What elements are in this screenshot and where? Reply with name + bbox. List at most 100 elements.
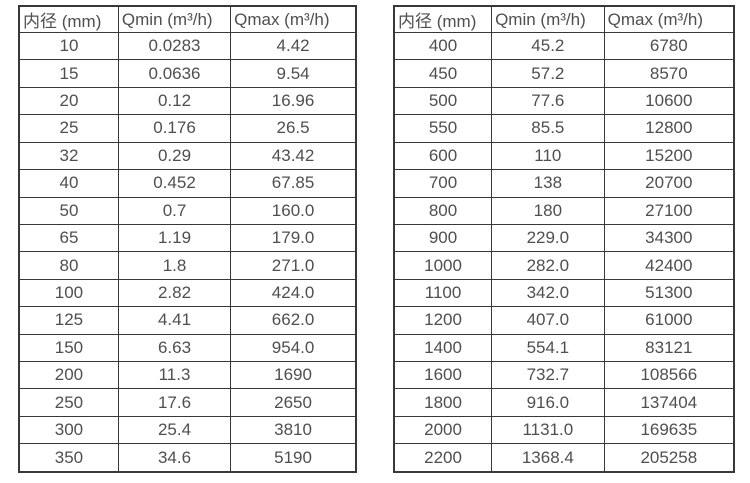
cell-qmin: 85.5 — [491, 114, 605, 143]
cell-diameter: 15 — [18, 59, 119, 88]
cell-qmax: 10600 — [603, 86, 735, 116]
flow-table-right: 内径 (mm) Qmin (m³/h) Qmax (m³/h) 400 45.2… — [393, 5, 735, 473]
table-row: 1800 916.0 137404 — [393, 388, 735, 417]
cell-qmin: 1.19 — [117, 223, 232, 253]
cell-diameter: 1800 — [393, 388, 493, 417]
cell-diameter: 250 — [18, 388, 119, 417]
table-row: 25 0.176 26.5 — [18, 114, 357, 143]
table-row: 2200 1368.4 205258 — [393, 443, 735, 473]
cell-qmax: 12800 — [603, 114, 735, 143]
cell-diameter: 200 — [18, 361, 119, 390]
cell-diameter: 400 — [393, 31, 493, 61]
cell-diameter: 600 — [393, 141, 493, 171]
cell-qmax: 5190 — [230, 443, 357, 473]
table-row: 1000 282.0 42400 — [393, 251, 735, 280]
table-row: 800 180 27100 — [393, 196, 735, 225]
cell-diameter: 25 — [18, 114, 119, 143]
cell-qmax: 205258 — [603, 443, 735, 473]
cell-qmax: 179.0 — [230, 223, 357, 253]
cell-qmax: 2650 — [230, 388, 357, 417]
cell-diameter: 80 — [18, 251, 119, 280]
cell-qmax: 160.0 — [230, 196, 357, 225]
cell-qmax: 20700 — [603, 169, 735, 198]
cell-diameter: 450 — [393, 59, 493, 88]
cell-qmax: 6780 — [603, 31, 735, 61]
table-row: 200 11.3 1690 — [18, 361, 357, 390]
header-row: 内径 (mm) Qmin (m³/h) Qmax (m³/h) — [18, 5, 357, 33]
cell-diameter: 2000 — [393, 415, 493, 445]
cell-diameter: 32 — [18, 141, 119, 171]
cell-qmax: 4.42 — [230, 31, 357, 61]
cell-diameter: 100 — [18, 278, 119, 308]
cell-diameter: 2200 — [393, 443, 493, 473]
cell-diameter: 500 — [393, 86, 493, 116]
cell-diameter: 65 — [18, 223, 119, 253]
cell-qmin: 0.29 — [117, 141, 232, 171]
cell-diameter: 1600 — [393, 361, 493, 390]
table-row: 100 2.82 424.0 — [18, 278, 357, 308]
cell-qmin: 17.6 — [117, 388, 232, 417]
table-row: 1200 407.0 61000 — [393, 306, 735, 335]
cell-qmax: 424.0 — [230, 278, 357, 308]
cell-qmax: 8570 — [603, 59, 735, 88]
cell-qmin: 342.0 — [491, 278, 605, 308]
table-row: 250 17.6 2650 — [18, 388, 357, 417]
header-row: 内径 (mm) Qmin (m³/h) Qmax (m³/h) — [393, 5, 735, 33]
cell-qmin: 110 — [491, 141, 605, 171]
cell-qmin: 282.0 — [491, 251, 605, 280]
cell-qmax: 662.0 — [230, 306, 357, 335]
cell-qmax: 83121 — [603, 333, 735, 363]
cell-diameter: 50 — [18, 196, 119, 225]
table-row: 300 25.4 3810 — [18, 415, 357, 445]
table-row: 10 0.0283 4.42 — [18, 31, 357, 61]
table-row: 600 110 15200 — [393, 141, 735, 171]
cell-qmin: 138 — [491, 169, 605, 198]
table-row: 450 57.2 8570 — [393, 59, 735, 88]
cell-qmax: 51300 — [603, 278, 735, 308]
flow-table-small-diameters: 内径 (mm) Qmin (m³/h) Qmax (m³/h) 10 0.028… — [18, 5, 357, 473]
cell-qmax: 34300 — [603, 223, 735, 253]
cell-diameter: 10 — [18, 31, 119, 61]
cell-qmin: 0.7 — [117, 196, 232, 225]
cell-qmin: 1368.4 — [491, 443, 605, 473]
cell-qmin: 0.176 — [117, 114, 232, 143]
table-row: 1100 342.0 51300 — [393, 278, 735, 308]
cell-qmax: 61000 — [603, 306, 735, 335]
table-row: 500 77.6 10600 — [393, 86, 735, 116]
cell-qmax: 169635 — [603, 415, 735, 445]
cell-qmin: 180 — [491, 196, 605, 225]
cell-qmax: 26.5 — [230, 114, 357, 143]
cell-qmax: 271.0 — [230, 251, 357, 280]
table-row: 20 0.12 16.96 — [18, 86, 357, 116]
cell-diameter: 150 — [18, 333, 119, 363]
table-row: 80 1.8 271.0 — [18, 251, 357, 280]
column-header-diameter: 内径 (mm) — [18, 5, 119, 33]
cell-qmin: 4.41 — [117, 306, 232, 335]
column-header-qmax: Qmax (m³/h) — [230, 5, 357, 33]
cell-qmax: 954.0 — [230, 333, 357, 363]
table-row: 15 0.0636 9.54 — [18, 59, 357, 88]
cell-qmin: 25.4 — [117, 415, 232, 445]
cell-diameter: 20 — [18, 86, 119, 116]
column-header-qmax: Qmax (m³/h) — [603, 5, 735, 33]
cell-qmax: 43.42 — [230, 141, 357, 171]
cell-qmax: 27100 — [603, 196, 735, 225]
cell-qmin: 57.2 — [491, 59, 605, 88]
cell-qmin: 407.0 — [491, 306, 605, 335]
cell-diameter: 900 — [393, 223, 493, 253]
cell-qmax: 1690 — [230, 361, 357, 390]
table-row: 32 0.29 43.42 — [18, 141, 357, 171]
cell-qmin: 732.7 — [491, 361, 605, 390]
cell-qmin: 2.82 — [117, 278, 232, 308]
cell-qmin: 1.8 — [117, 251, 232, 280]
cell-diameter: 700 — [393, 169, 493, 198]
cell-diameter: 125 — [18, 306, 119, 335]
table-row: 1600 732.7 108566 — [393, 361, 735, 390]
cell-qmin: 0.0636 — [117, 59, 232, 88]
cell-qmax: 42400 — [603, 251, 735, 280]
table-row: 350 34.6 5190 — [18, 443, 357, 473]
table-row: 125 4.41 662.0 — [18, 306, 357, 335]
cell-diameter: 40 — [18, 169, 119, 198]
table-row: 400 45.2 6780 — [393, 31, 735, 61]
table-row: 65 1.19 179.0 — [18, 223, 357, 253]
